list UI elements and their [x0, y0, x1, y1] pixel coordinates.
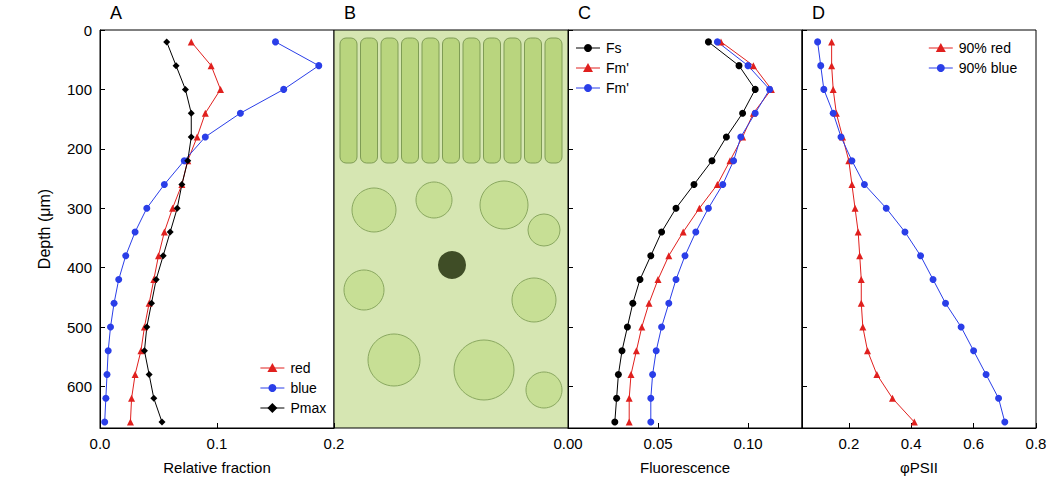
svg-text:C: C — [578, 3, 591, 23]
svg-text:200: 200 — [67, 140, 92, 157]
svg-text:Fm': Fm' — [606, 80, 629, 96]
svg-text:0.1: 0.1 — [207, 435, 228, 452]
svg-text:0.6: 0.6 — [963, 435, 984, 452]
svg-text:90% blue: 90% blue — [959, 60, 1018, 76]
svg-text:0: 0 — [84, 22, 92, 39]
svg-text:0.00: 0.00 — [553, 435, 582, 452]
svg-text:0.8: 0.8 — [1026, 435, 1047, 452]
svg-text:0.2: 0.2 — [324, 435, 345, 452]
svg-text:600: 600 — [67, 378, 92, 395]
svg-text:Depth (μm): Depth (μm) — [36, 189, 53, 269]
svg-text:0.4: 0.4 — [901, 435, 922, 452]
svg-text:500: 500 — [67, 319, 92, 336]
svg-text:B: B — [344, 3, 356, 23]
svg-text:Relative fraction: Relative fraction — [163, 459, 271, 476]
svg-text:A: A — [110, 3, 122, 23]
svg-text:red: red — [290, 360, 310, 376]
svg-text:Pmax: Pmax — [290, 400, 326, 416]
svg-text:0.10: 0.10 — [733, 435, 762, 452]
svg-text:φPSII: φPSII — [900, 459, 938, 476]
svg-text:Fluorescence: Fluorescence — [640, 459, 730, 476]
svg-text:90% red: 90% red — [959, 40, 1011, 56]
svg-text:100: 100 — [67, 81, 92, 98]
svg-text:0.05: 0.05 — [643, 435, 672, 452]
svg-text:400: 400 — [67, 259, 92, 276]
svg-text:0.0: 0.0 — [90, 435, 111, 452]
svg-text:Fs: Fs — [606, 40, 622, 56]
svg-text:D: D — [812, 3, 825, 23]
svg-text:300: 300 — [67, 200, 92, 217]
svg-text:blue: blue — [290, 380, 317, 396]
svg-text:Fm': Fm' — [606, 60, 629, 76]
svg-text:0.2: 0.2 — [838, 435, 859, 452]
